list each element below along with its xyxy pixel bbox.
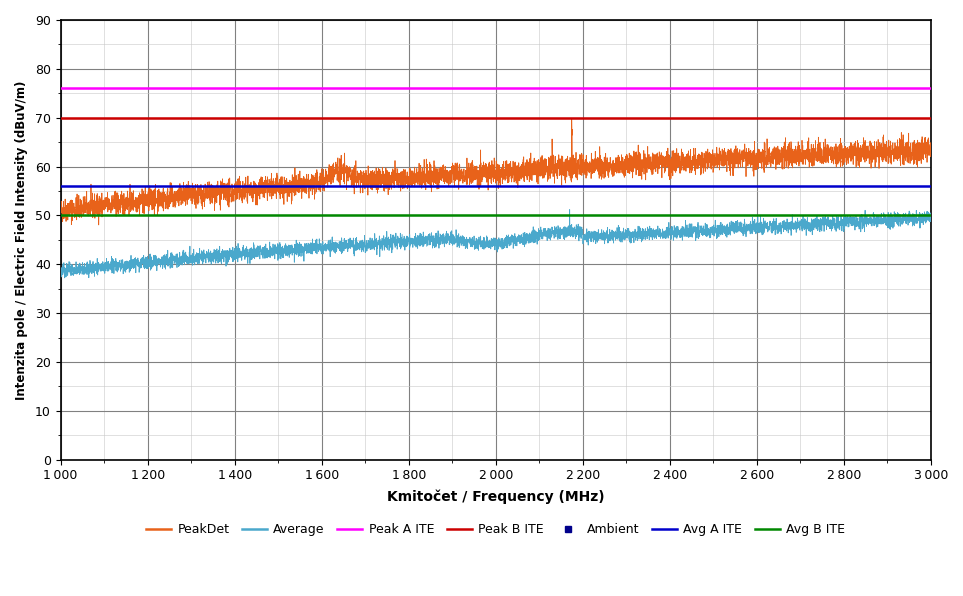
Legend: PeakDet, Average, Peak A ITE, Peak B ITE, Ambient, Avg A ITE, Avg B ITE: PeakDet, Average, Peak A ITE, Peak B ITE… [142, 519, 850, 541]
X-axis label: Kmitočet / Frequency (MHz): Kmitočet / Frequency (MHz) [387, 489, 605, 504]
Y-axis label: Intenzita pole / Electric Field Intensity (dBuV/m): Intenzita pole / Electric Field Intensit… [15, 80, 28, 399]
